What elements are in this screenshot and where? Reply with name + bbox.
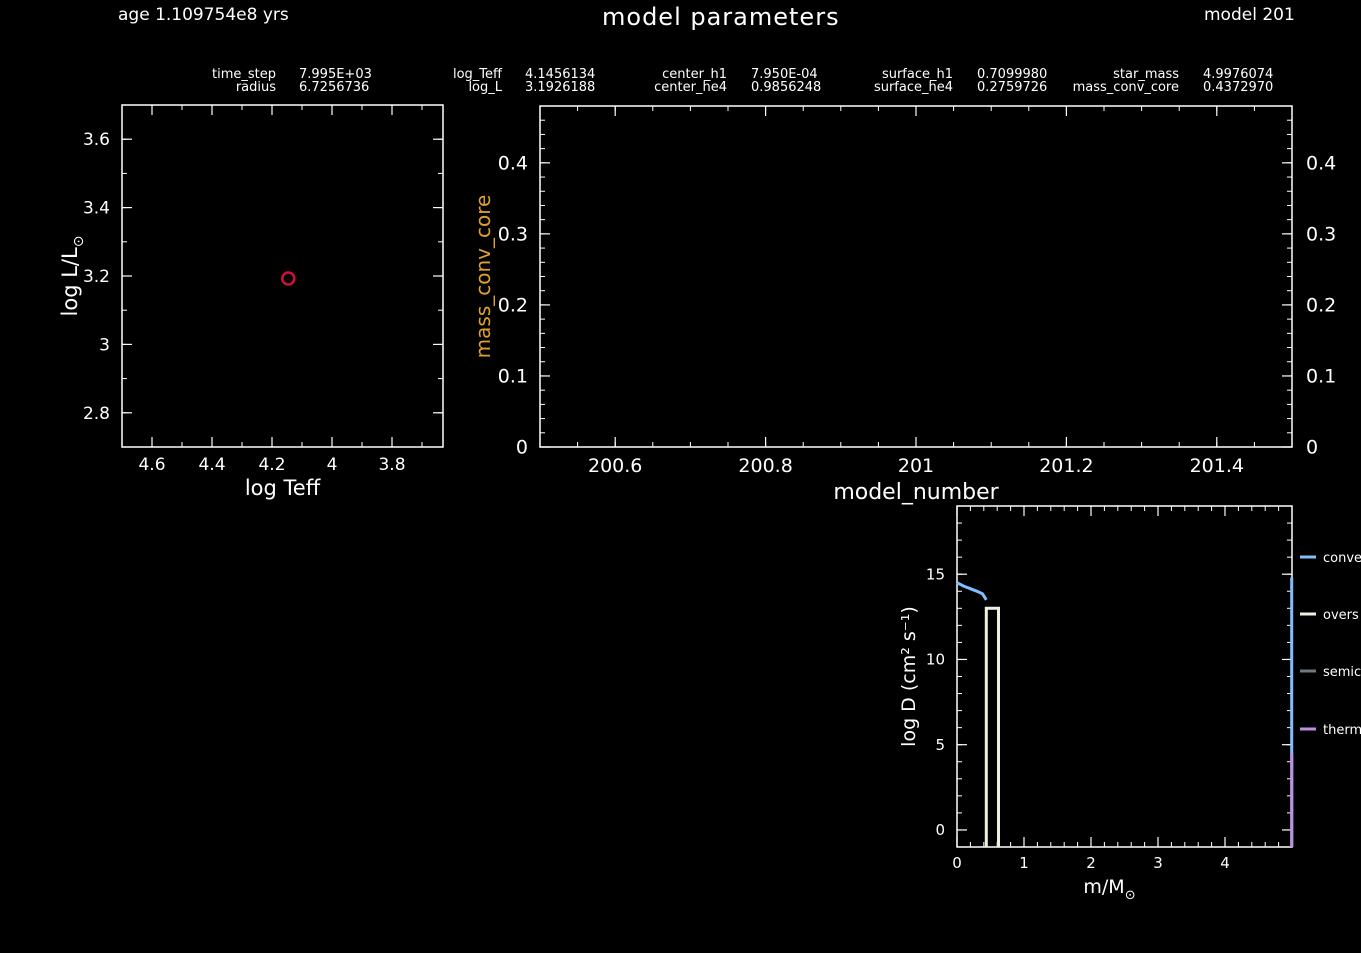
x-tick-label: 4.6: [138, 455, 165, 475]
history-y-axis-label: mass_conv_core: [471, 195, 495, 359]
x-tick-label: 201.2: [1039, 455, 1093, 477]
y-tick-label: 0: [935, 821, 945, 839]
x-tick-label: 3: [1153, 854, 1163, 872]
hr-data-point: [281, 271, 296, 286]
x-tick-label: 3.8: [378, 455, 405, 475]
mixing-x-axis-label: m/M⊙: [1083, 876, 1135, 903]
x-tick-label: 200.8: [738, 455, 792, 477]
mixing-series-overs: [984, 606, 1000, 847]
y-tick-label: 15: [926, 565, 945, 583]
x-tick-label: 201.4: [1190, 455, 1244, 477]
param-label: log_L: [468, 80, 502, 95]
history-plot-frame: [539, 105, 1293, 448]
y-tick-label: 3: [99, 335, 110, 355]
y-tick-label: 2.8: [83, 404, 110, 424]
param-value: 0.2759726: [977, 80, 1048, 95]
x-tick-label: 4: [327, 455, 338, 475]
y-tick-label: 10: [926, 651, 945, 669]
param-value: 4.9976074: [1203, 67, 1274, 82]
param-value: 7.950E-04: [751, 67, 818, 82]
x-tick-label: 1: [1019, 854, 1029, 872]
legend-label: therm: [1323, 723, 1361, 738]
mixing-plot-frame: [956, 505, 1293, 848]
param-value: 6.7256736: [299, 80, 370, 95]
x-tick-label: 4: [1220, 854, 1230, 872]
param-label: center_h1: [662, 67, 727, 82]
y-tick-label: 5: [935, 736, 945, 754]
param-label: star_mass: [1113, 67, 1179, 82]
param-label: center_he4: [654, 80, 727, 95]
y-tick-label: 0.3: [498, 224, 528, 246]
legend-label: conve: [1323, 551, 1361, 566]
y-tick-label-right: 0.3: [1306, 224, 1336, 246]
x-tick-label: 4.2: [258, 455, 285, 475]
param-label: radius: [235, 80, 276, 95]
param-value: 3.1926188: [525, 80, 596, 95]
param-label: log_Teff: [452, 67, 502, 82]
age-label: age 1.109754e8 yrs: [118, 5, 289, 25]
param-value: 0.9856248: [751, 80, 822, 95]
mixing-series-conve: [956, 581, 988, 601]
y-tick-label-right: 0.4: [1306, 152, 1336, 174]
legend-label: semic: [1323, 665, 1361, 680]
y-tick-label-right: 0: [1306, 437, 1318, 459]
model-number-label: model 201: [1204, 5, 1295, 25]
y-tick-label: 0: [516, 437, 528, 459]
legend-label: overs: [1323, 608, 1359, 623]
mixing-y-axis-label: log D (cm² s⁻¹): [898, 606, 920, 747]
x-tick-label: 200.6: [588, 455, 642, 477]
y-tick-label-right: 0.1: [1306, 366, 1336, 388]
x-tick-label: 201: [898, 455, 934, 477]
x-tick-label: 2: [1086, 854, 1096, 872]
y-tick-label: 0.1: [498, 366, 528, 388]
y-tick-label: 3.4: [83, 199, 110, 219]
param-value: 0.7099980: [977, 67, 1048, 82]
history-x-axis-label: model_number: [833, 480, 999, 505]
param-label: time_step: [212, 67, 276, 82]
y-tick-label-right: 0.2: [1306, 295, 1336, 317]
x-tick-label: 4.4: [198, 455, 225, 475]
y-tick-label: 3.2: [83, 267, 110, 287]
y-tick-label: 3.6: [83, 130, 110, 150]
page-title: model parameters: [602, 3, 840, 31]
x-tick-label: 0: [952, 854, 962, 872]
param-label: mass_conv_core: [1072, 80, 1179, 95]
param-value: 4.1456134: [525, 67, 596, 82]
param-value: 0.4372970: [1203, 80, 1274, 95]
param-label: surface_he4: [873, 80, 953, 95]
hr-x-axis-label: log Teff: [245, 476, 321, 500]
param-label: surface_h1: [881, 67, 953, 82]
param-value: 7.995E+03: [299, 67, 372, 82]
parameter-table: time_step 7.995E+03 radius 6.7256736 log…: [0, 68, 1361, 98]
y-tick-label: 0.2: [498, 295, 528, 317]
y-tick-label: 0.4: [498, 152, 528, 174]
